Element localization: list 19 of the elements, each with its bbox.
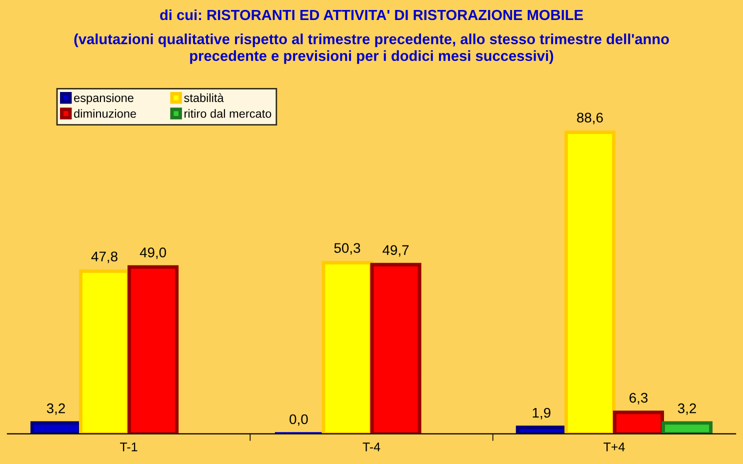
- chart-title: di cui: RISTORANTI ED ATTIVITA' DI RISTORAZIONE MOBILE: [160, 9, 583, 20]
- data-label: 88,6: [577, 112, 603, 124]
- legend-label: diminuzione: [74, 109, 136, 118]
- x-tick-label: T+4: [604, 442, 625, 452]
- chart-subtitle: (valutazioni qualitative rispetto al trimestre precedente, allo stesso trimestre dell'anno precedente e previsioni per i dodici mesi successivi): [74, 34, 669, 64]
- data-label: 6,3: [630, 392, 648, 404]
- data-label: 3,2: [678, 403, 696, 415]
- data-label: 49,0: [140, 248, 166, 259]
- data-label: 3,2: [46, 403, 65, 415]
- legend-label: ritiro dal mercato: [184, 109, 272, 118]
- legend-label: stabilità: [184, 93, 224, 102]
- data-label: 50,3: [334, 243, 360, 255]
- legend-label: espansione: [74, 93, 134, 104]
- x-tick-label: T-4: [362, 442, 380, 452]
- data-label: 47,8: [91, 252, 118, 264]
- data-label: 1,9: [532, 408, 550, 420]
- x-tick-label: T-1: [120, 442, 138, 452]
- data-label: 0,0: [290, 414, 308, 426]
- data-label: 49,7: [382, 245, 409, 257]
